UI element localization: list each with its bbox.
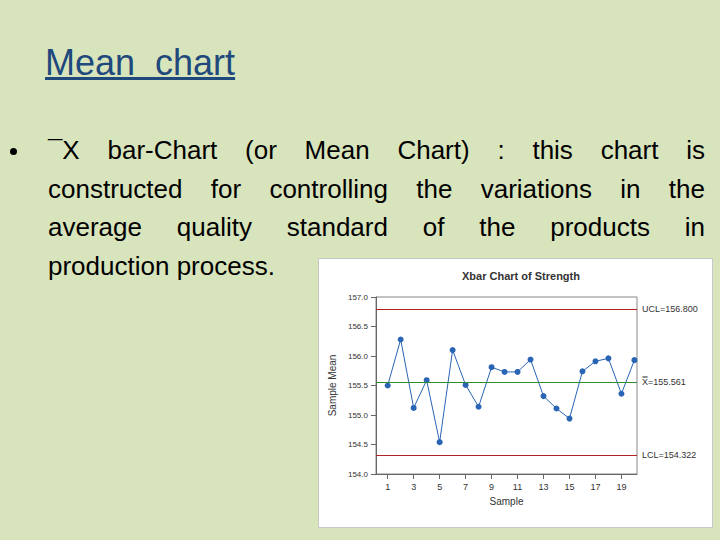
svg-text:155.0: 155.0 xyxy=(348,411,369,420)
svg-text:1: 1 xyxy=(385,482,390,492)
html-text:average quality standard of th: average quality standard of the products… xyxy=(48,212,705,242)
svg-text:LCL=154.322: LCL=154.322 xyxy=(642,450,696,460)
svg-text:17: 17 xyxy=(590,482,600,492)
svg-text:Sample Mean: Sample Mean xyxy=(327,355,338,417)
svg-text:7: 7 xyxy=(463,482,468,492)
svg-text:Sample: Sample xyxy=(490,496,524,507)
svg-text:Xbar Chart of Strength: Xbar Chart of Strength xyxy=(462,270,580,282)
svg-text:156.5: 156.5 xyxy=(348,322,369,331)
svg-text:13: 13 xyxy=(538,482,548,492)
svg-text:X̿=155.561: X̿=155.561 xyxy=(642,376,686,387)
html-text:¯X bar-Chart (or Mean Chart) :: ¯X bar-Chart (or Mean Chart) : this char… xyxy=(48,135,705,165)
svg-text:154.5: 154.5 xyxy=(348,440,369,449)
svg-text:UCL=156.800: UCL=156.800 xyxy=(642,304,698,314)
svg-text:154.0: 154.0 xyxy=(348,470,369,479)
svg-text:155.5: 155.5 xyxy=(348,381,369,390)
svg-text:3: 3 xyxy=(411,482,416,492)
svg-text:19: 19 xyxy=(616,482,626,492)
svg-text:9: 9 xyxy=(489,482,494,492)
svg-text:11: 11 xyxy=(513,482,522,492)
html-text:production process.: production process. xyxy=(48,250,275,281)
svg-text:156.0: 156.0 xyxy=(348,352,369,361)
svg-text:157.0: 157.0 xyxy=(348,293,369,302)
html-text:constructed for controlling th: constructed for controlling the variatio… xyxy=(48,173,705,204)
html-text:Mean chart: Mean chart xyxy=(45,42,236,83)
svg-text:15: 15 xyxy=(564,482,574,492)
svg-text:5: 5 xyxy=(437,482,442,492)
